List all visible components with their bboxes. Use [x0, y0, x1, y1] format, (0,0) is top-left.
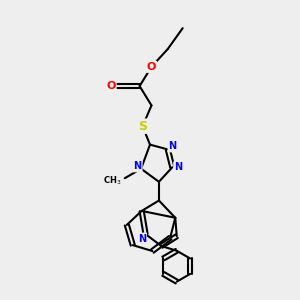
Text: O: O: [106, 81, 116, 91]
Text: O: O: [147, 62, 156, 72]
Text: N: N: [174, 162, 182, 172]
Text: CH$_3$: CH$_3$: [103, 174, 121, 187]
Text: N: N: [134, 161, 142, 171]
Text: N: N: [169, 141, 177, 152]
Text: S: S: [138, 120, 147, 133]
Text: N: N: [138, 234, 146, 244]
